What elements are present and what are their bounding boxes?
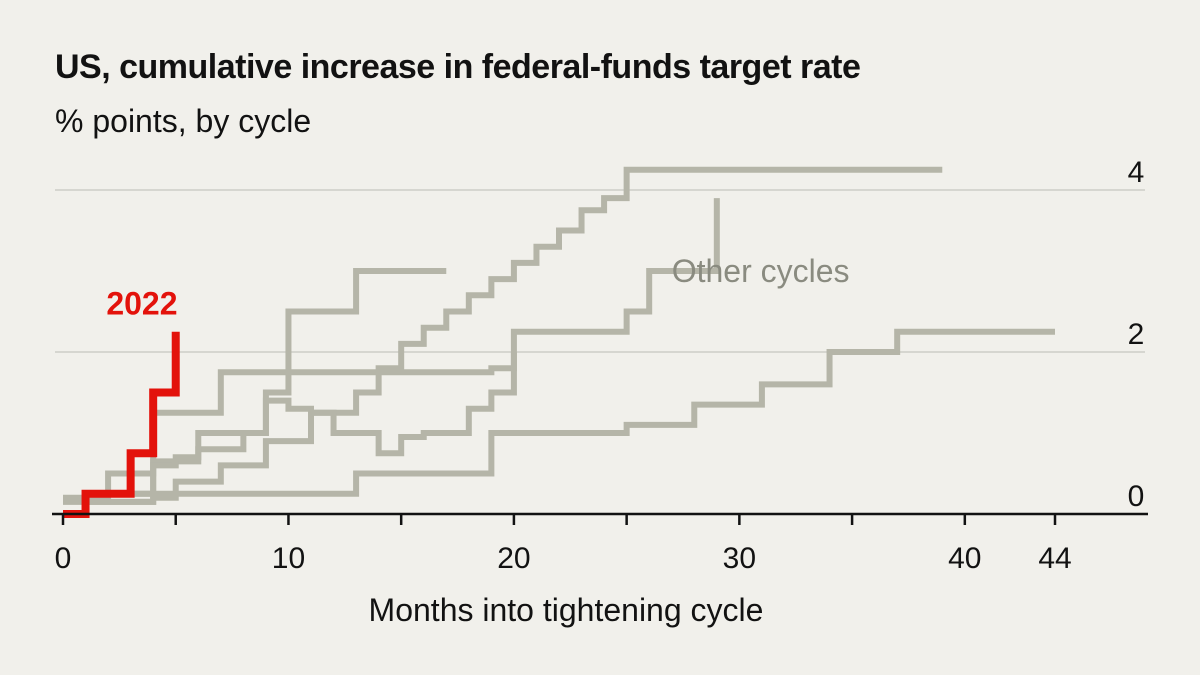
series-lines (63, 166, 1055, 518)
x-axis (52, 512, 1148, 525)
x-axis-labels: 0 10 20 30 40 44 (55, 542, 1072, 575)
x-tick-label-40: 40 (948, 542, 981, 575)
series-2022-label: 2022 (106, 286, 177, 322)
chart-title: US, cumulative increase in federal-funds… (55, 48, 861, 86)
chart-subtitle: % points, by cycle (55, 103, 312, 139)
x-tick-label-44: 44 (1038, 542, 1071, 575)
y-tick-label-0: 0 (1128, 480, 1145, 513)
y-tick-label-2: 2 (1128, 318, 1145, 351)
y-tick-label-4: 4 (1128, 156, 1145, 189)
other-cycle-line-5 (130, 328, 1055, 497)
x-axis-title: Months into tightening cycle (369, 592, 764, 628)
other-cycle-line-1 (63, 166, 943, 505)
y-axis-labels: 0 2 4 (1128, 156, 1145, 513)
x-tick-label-0: 0 (55, 542, 72, 575)
series-2022-line (63, 331, 180, 518)
other-cycle-line-4 (108, 198, 720, 497)
x-tick-label-10: 10 (272, 542, 305, 575)
other-cycles-label: Other cycles (672, 253, 850, 289)
gridlines (55, 189, 1145, 353)
x-tick-label-20: 20 (497, 542, 530, 575)
x-tick-label-30: 30 (723, 542, 756, 575)
